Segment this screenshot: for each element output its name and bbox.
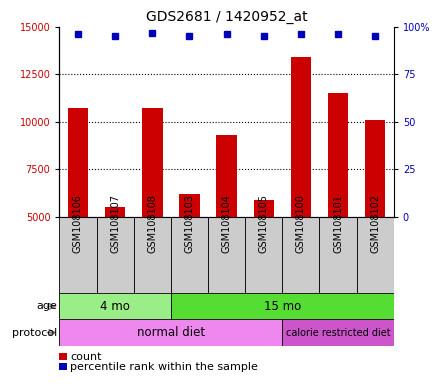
Text: GSM108105: GSM108105	[259, 194, 269, 253]
Text: GSM108106: GSM108106	[73, 195, 83, 253]
Bar	[253, 200, 274, 217]
Bar	[365, 120, 385, 217]
Text: count: count	[70, 352, 102, 362]
Text: GSM108108: GSM108108	[147, 195, 157, 253]
Bar	[59, 293, 171, 319]
Text: GSM108100: GSM108100	[296, 195, 306, 253]
Text: GSM108107: GSM108107	[110, 194, 120, 253]
Text: calorie restricted diet: calorie restricted diet	[286, 328, 390, 338]
Bar	[216, 135, 237, 217]
Bar	[59, 319, 282, 346]
Text: percentile rank within the sample: percentile rank within the sample	[70, 362, 258, 372]
Bar	[68, 108, 88, 217]
Bar	[208, 217, 245, 293]
Bar	[319, 217, 357, 293]
Text: GSM108101: GSM108101	[333, 195, 343, 253]
Text: GSM108102: GSM108102	[370, 194, 380, 253]
Text: age: age	[37, 301, 57, 311]
Bar	[171, 293, 394, 319]
Bar	[282, 217, 319, 293]
Bar	[357, 217, 394, 293]
Bar	[59, 217, 96, 293]
Bar	[291, 57, 311, 217]
Bar	[142, 108, 162, 217]
Bar	[282, 319, 394, 346]
Bar	[328, 93, 348, 217]
Text: 4 mo: 4 mo	[100, 300, 130, 313]
Bar	[245, 217, 282, 293]
Title: GDS2681 / 1420952_at: GDS2681 / 1420952_at	[146, 10, 308, 25]
Bar	[134, 217, 171, 293]
Bar	[171, 217, 208, 293]
Text: 15 mo: 15 mo	[264, 300, 301, 313]
Text: GSM108104: GSM108104	[222, 195, 231, 253]
Text: normal diet: normal diet	[137, 326, 205, 339]
Bar	[179, 194, 200, 217]
Text: GSM108103: GSM108103	[184, 195, 194, 253]
Bar	[96, 217, 134, 293]
Text: protocol: protocol	[12, 328, 57, 338]
Bar	[105, 207, 125, 217]
